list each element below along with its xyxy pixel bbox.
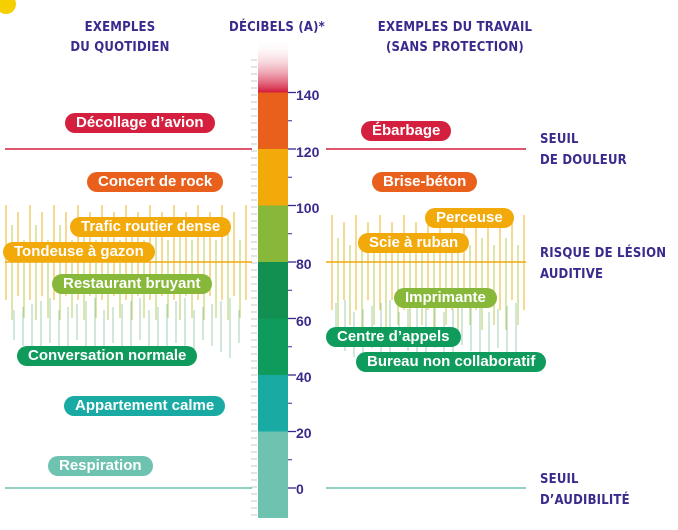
everyday-lawn-mower: Tondeuse à gazon [3,242,155,262]
tick-label-0: 0 [296,481,304,497]
everyday-breathing: Respiration [48,456,153,476]
tick-label-20: 20 [296,425,312,441]
decibels-header: DÉCIBELS (A)* [229,20,325,35]
scale-fade-top [258,40,288,92]
everyday-normal-conversation: Conversation normale [17,346,198,366]
work-printer: Imprimante [394,288,497,308]
scale-band-40 [258,318,288,375]
work-call-center: Centre d’appels [326,327,461,347]
everyday-examples-header: EXEMPLES DU QUOTIDIEN [35,18,205,58]
audibility-threshold-line1: SEUIL [540,472,579,487]
work-band-saw: Scie à ruban [358,233,470,253]
tick-label-60: 60 [296,313,312,329]
tick-label-140: 140 [296,87,320,103]
pain-threshold-line1: SEUIL [540,132,579,147]
damage-threshold-line2: AUDITIVE [540,267,604,282]
tick-label-120: 120 [296,144,320,160]
pain-threshold-label: SEUIL DE DOULEUR [540,129,627,171]
work-drill: Perceuse [425,208,514,228]
work-examples-header: EXEMPLES DU TRAVAIL (SANS PROTECTION) [355,18,555,58]
scale-band-0 [258,431,288,488]
pain-threshold-line2: DE DOULEUR [540,153,627,168]
tick-label-40: 40 [296,369,312,385]
damage-threshold-label: RISQUE DE LÉSION AUDITIVE [540,243,666,285]
scale-band-80 [258,205,288,262]
work-deburring: Ébarbage [361,121,452,141]
work-header-line1: EXEMPLES DU TRAVAIL [377,20,533,35]
everyday-rock-concert: Concert de rock [87,172,224,192]
scale-band-120 [258,92,288,149]
scale-band-100 [258,149,288,206]
work-private-office: Bureau non collaboratif [356,352,547,372]
everyday-quiet-apartment: Appartement calme [64,396,226,416]
scale-band-60 [258,262,288,319]
audibility-threshold-label: SEUIL D’AUDIBILITÉ [540,469,630,511]
damage-threshold-line1: RISQUE DE LÉSION [540,246,667,261]
scale-band-140 [258,92,288,93]
everyday-dense-traffic: Trafic routier dense [70,217,232,237]
scale-band-20 [258,375,288,432]
everyday-noisy-restaurant: Restaurant bruyant [52,274,212,294]
accent-dot [0,0,16,14]
everyday-plane-takeoff: Décollage d’avion [65,113,215,133]
everyday-header-line1: EXEMPLES [84,20,156,35]
tick-label-100: 100 [296,200,320,216]
everyday-header-line2: DU QUOTIDIEN [70,40,170,55]
work-header-line2: (SANS PROTECTION) [386,40,524,55]
audibility-threshold-line2: D’AUDIBILITÉ [540,493,630,508]
work-jackhammer: Brise-béton [372,172,478,192]
tick-label-80: 80 [296,256,312,272]
scale-band-below-0 [258,488,288,518]
